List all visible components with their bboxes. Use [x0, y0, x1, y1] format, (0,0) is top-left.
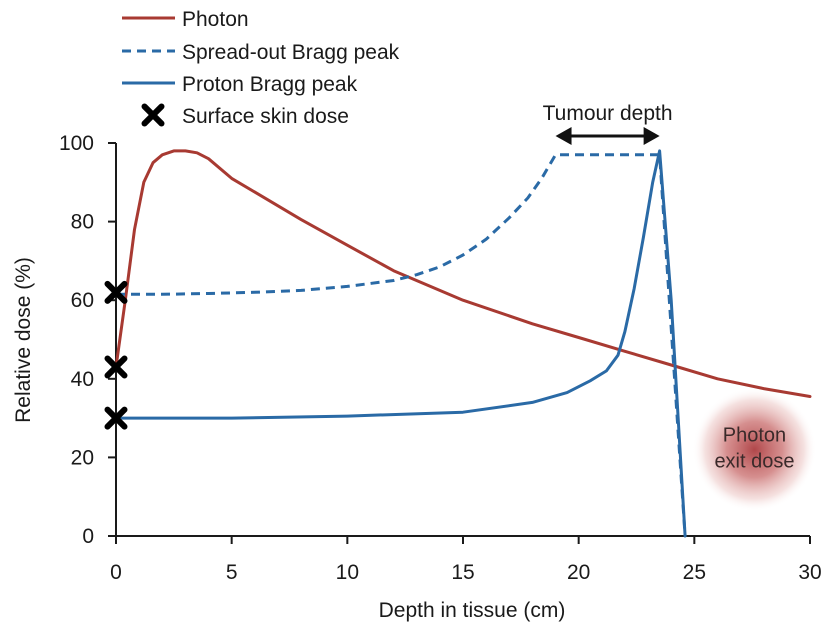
- legend-label-proton-bragg-peak: Proton Bragg peak: [182, 73, 358, 96]
- surface-skin-dose-marker: [104, 280, 128, 304]
- photon-exit-dose-label-line2: exit dose: [714, 451, 794, 473]
- tumour-depth-arrowhead-left: [555, 127, 572, 145]
- legend-label-photon: Photon: [182, 8, 249, 31]
- y-axis-label: Relative dose (%): [12, 257, 35, 423]
- y-tick-label: 20: [71, 446, 94, 469]
- series-line-proton-bragg-peak: [114, 149, 687, 538]
- y-tick-label: 40: [71, 368, 94, 391]
- axes: 0 5 10 15 20 25 30 0 20 40 60 80 100: [59, 132, 822, 584]
- x-tick-label: 15: [451, 561, 474, 584]
- series-line-photon: [114, 149, 812, 398]
- tumour-depth-label: Tumour depth: [543, 102, 673, 125]
- x-tick-label: 5: [226, 561, 238, 584]
- surface-skin-dose-marker: [104, 406, 128, 430]
- y-tick-label: 80: [71, 211, 94, 234]
- series-line-spread-out-bragg-peak: [116, 153, 687, 537]
- y-tick-label: 60: [71, 289, 94, 312]
- photon-exit-dose-glow: [692, 387, 817, 512]
- x-axis-ticks: 0 5 10 15 20 25 30: [110, 536, 822, 584]
- surface-skin-dose-marker: [104, 355, 128, 379]
- x-marker-stroke: [104, 280, 128, 304]
- y-tick-label: 100: [59, 132, 94, 155]
- legend-x-marker: [141, 103, 165, 127]
- x-tick-label: 20: [567, 561, 590, 584]
- x-marker-stroke: [104, 355, 128, 379]
- y-axis-ticks: 0 20 40 60 80 100: [59, 132, 116, 548]
- x-tick-label: 10: [336, 561, 359, 584]
- y-tick-label: 0: [82, 525, 94, 548]
- series-layer: [114, 149, 812, 538]
- x-marker-stroke: [141, 103, 165, 127]
- legend-label-spread-out-bragg-peak: Spread-out Bragg peak: [182, 41, 400, 64]
- legend: Photon Spread-out Bragg peak Proton Brag…: [122, 8, 400, 128]
- x-tick-label: 0: [110, 561, 122, 584]
- tumour-depth-annotation: Tumour depth: [543, 102, 673, 145]
- x-tick-label: 30: [798, 561, 821, 584]
- legend-label-surface-skin-dose: Surface skin dose: [182, 105, 349, 128]
- surface-skin-dose-markers: [104, 280, 128, 430]
- tumour-depth-arrowhead-right: [643, 127, 660, 145]
- x-tick-label: 25: [683, 561, 706, 584]
- x-marker-stroke: [104, 406, 128, 430]
- x-axis-label: Depth in tissue (cm): [379, 599, 566, 622]
- legend-swatch-surface-skin-dose: [141, 103, 165, 127]
- photon-exit-dose-label-line1: Photon: [723, 425, 786, 447]
- photon-exit-dose-annotation: Photon exit dose: [692, 387, 817, 512]
